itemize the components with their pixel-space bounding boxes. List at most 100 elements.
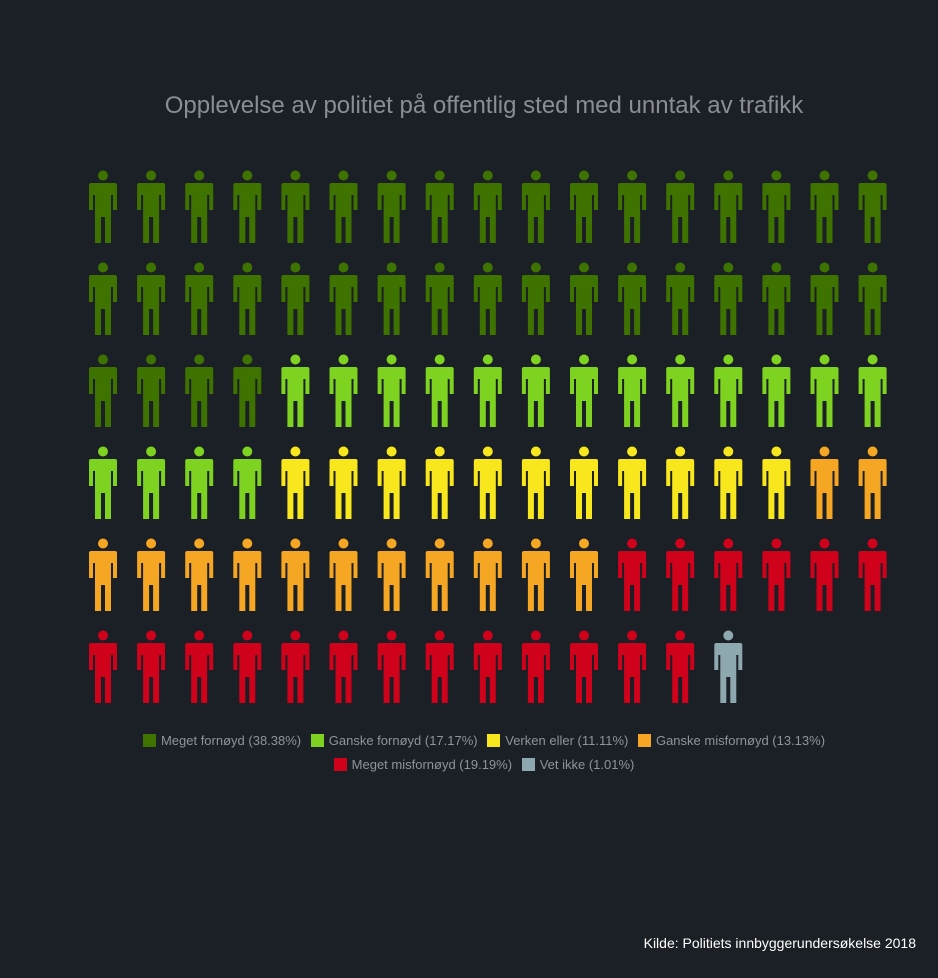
legend-label-vet-ikke: Vet ikke (1.01%) bbox=[539, 757, 635, 772]
person-icon-meget-misfornoyd bbox=[473, 630, 502, 703]
person-icon-ganske-misfornoyd bbox=[377, 538, 406, 611]
person-icon-ganske-misfornoyd bbox=[233, 538, 262, 611]
person-icon-meget-misfornoyd bbox=[425, 630, 454, 703]
person-icon-meget-fornoyd bbox=[666, 170, 695, 243]
legend-swatch-meget-fornoyd bbox=[142, 734, 156, 747]
person-icon-meget-fornoyd bbox=[666, 262, 695, 335]
person-icon-meget-fornoyd bbox=[329, 262, 358, 335]
person-icon-meget-fornoyd bbox=[89, 262, 117, 335]
person-icon-ganske-fornoyd bbox=[185, 446, 214, 519]
person-icon-meget-fornoyd bbox=[810, 262, 839, 335]
person-icon-ganske-misfornoyd bbox=[89, 538, 117, 611]
person-icon-meget-fornoyd bbox=[185, 170, 214, 243]
person-icon-meget-fornoyd bbox=[570, 262, 598, 335]
person-icon-meget-fornoyd bbox=[714, 170, 743, 243]
person-icon-ganske-misfornoyd bbox=[858, 446, 887, 519]
person-icon-meget-misfornoyd bbox=[618, 630, 647, 703]
legend-swatch-ganske-fornoyd bbox=[310, 734, 324, 747]
legend-swatch-ganske-misfornoyd bbox=[637, 734, 651, 747]
person-icon-ganske-fornoyd bbox=[666, 354, 695, 427]
person-icon-verken-eller bbox=[329, 446, 358, 519]
person-icon-meget-fornoyd bbox=[185, 354, 214, 427]
person-icon-meget-fornoyd bbox=[618, 170, 647, 243]
person-icon-meget-misfornoyd bbox=[666, 630, 695, 703]
person-icon-meget-misfornoyd bbox=[89, 630, 117, 703]
person-icon-verken-eller bbox=[570, 446, 598, 519]
person-icon-ganske-misfornoyd bbox=[185, 538, 214, 611]
legend-label-ganske-misfornoyd: Ganske misfornøyd (13.13%) bbox=[655, 733, 826, 748]
person-icon-ganske-misfornoyd bbox=[329, 538, 358, 611]
legend-item-verken-eller[interactable]: Verken eller (11.11%) bbox=[487, 733, 628, 748]
person-icon-meget-fornoyd bbox=[425, 262, 454, 335]
legend-item-meget-misfornoyd[interactable]: Meget misfornøyd (19.19%) bbox=[333, 757, 513, 772]
chart-title: Opplevelse av politiet på offentlig sted… bbox=[164, 92, 804, 119]
legend-item-ganske-fornoyd[interactable]: Ganske fornøyd (17.17%) bbox=[310, 733, 478, 748]
legend-swatch-verken-eller bbox=[487, 734, 501, 747]
person-icon-ganske-misfornoyd bbox=[425, 538, 454, 611]
legend-swatch-vet-ikke bbox=[521, 758, 535, 771]
legend-item-meget-fornoyd[interactable]: Meget fornøyd (38.38%) bbox=[142, 733, 302, 748]
legend-item-vet-ikke[interactable]: Vet ikke (1.01%) bbox=[521, 757, 635, 772]
person-icon-ganske-fornoyd bbox=[425, 354, 454, 427]
person-icon-meget-fornoyd bbox=[858, 170, 887, 243]
person-icon-verken-eller bbox=[618, 446, 647, 519]
source-note: Kilde: Politiets innbyggerundersøkelse 2… bbox=[643, 935, 916, 951]
person-icon-ganske-fornoyd bbox=[329, 354, 358, 427]
person-icon-ganske-fornoyd bbox=[714, 354, 743, 427]
person-icon-meget-fornoyd bbox=[858, 262, 887, 335]
person-icon-meget-misfornoyd bbox=[377, 630, 406, 703]
person-icon-ganske-misfornoyd bbox=[521, 538, 550, 611]
legend-label-meget-fornoyd: Meget fornøyd (38.38%) bbox=[160, 733, 302, 748]
person-icon-meget-misfornoyd bbox=[185, 630, 214, 703]
person-icon-meget-fornoyd bbox=[570, 170, 598, 243]
person-icon-ganske-fornoyd bbox=[762, 354, 791, 427]
legend-label-ganske-fornoyd: Ganske fornøyd (17.17%) bbox=[328, 733, 478, 748]
person-icon-meget-misfornoyd bbox=[666, 538, 695, 611]
person-icon-meget-fornoyd bbox=[377, 170, 406, 243]
person-icon-ganske-fornoyd bbox=[618, 354, 647, 427]
person-icon-verken-eller bbox=[473, 446, 502, 519]
person-icon-meget-fornoyd bbox=[762, 170, 791, 243]
person-icon-meget-fornoyd bbox=[329, 170, 358, 243]
person-icon-meget-misfornoyd bbox=[570, 630, 598, 703]
person-icon-meget-fornoyd bbox=[233, 354, 262, 427]
legend-swatch-meget-misfornoyd bbox=[333, 758, 347, 771]
person-icon-meget-fornoyd bbox=[377, 262, 406, 335]
person-icon-verken-eller bbox=[281, 446, 310, 519]
person-icon-ganske-fornoyd bbox=[473, 354, 502, 427]
person-icon-meget-fornoyd bbox=[473, 262, 502, 335]
person-icon-ganske-fornoyd bbox=[233, 446, 262, 519]
person-icon-meget-fornoyd bbox=[137, 262, 166, 335]
person-icon-ganske-fornoyd bbox=[89, 446, 117, 519]
person-icon-meget-misfornoyd bbox=[281, 630, 310, 703]
person-icon-ganske-misfornoyd bbox=[281, 538, 310, 611]
person-icon-verken-eller bbox=[521, 446, 550, 519]
legend-item-ganske-misfornoyd[interactable]: Ganske misfornøyd (13.13%) bbox=[637, 733, 826, 748]
person-icon-ganske-fornoyd bbox=[810, 354, 839, 427]
person-icon-ganske-fornoyd bbox=[858, 354, 887, 427]
person-icon-verken-eller bbox=[714, 446, 743, 519]
person-icon-ganske-misfornoyd bbox=[570, 538, 598, 611]
person-icon-meget-fornoyd bbox=[89, 354, 117, 427]
person-icon-meget-fornoyd bbox=[185, 262, 214, 335]
person-icon-meget-misfornoyd bbox=[329, 630, 358, 703]
person-icon-ganske-misfornoyd bbox=[137, 538, 166, 611]
person-icon-meget-fornoyd bbox=[137, 170, 166, 243]
legend-label-meget-misfornoyd: Meget misfornøyd (19.19%) bbox=[351, 757, 513, 772]
person-icon-meget-fornoyd bbox=[473, 170, 502, 243]
person-icon-ganske-fornoyd bbox=[137, 446, 166, 519]
person-icon-ganske-fornoyd bbox=[521, 354, 550, 427]
legend-row-2: Meget misfornøyd (19.19%) Vet ikke (1.01… bbox=[0, 757, 938, 774]
person-icon-meget-fornoyd bbox=[521, 262, 550, 335]
person-icon-meget-fornoyd bbox=[425, 170, 454, 243]
person-icon-meget-fornoyd bbox=[281, 170, 310, 243]
person-icon-verken-eller bbox=[377, 446, 406, 519]
person-icon-meget-misfornoyd bbox=[618, 538, 647, 611]
pictogram-grid bbox=[89, 170, 887, 703]
person-icon-meget-misfornoyd bbox=[762, 538, 791, 611]
person-icon-meget-fornoyd bbox=[233, 262, 262, 335]
person-icon-meget-fornoyd bbox=[89, 170, 117, 243]
person-icon-meget-misfornoyd bbox=[521, 630, 550, 703]
person-icon-meget-misfornoyd bbox=[810, 538, 839, 611]
person-icon-meget-fornoyd bbox=[714, 262, 743, 335]
